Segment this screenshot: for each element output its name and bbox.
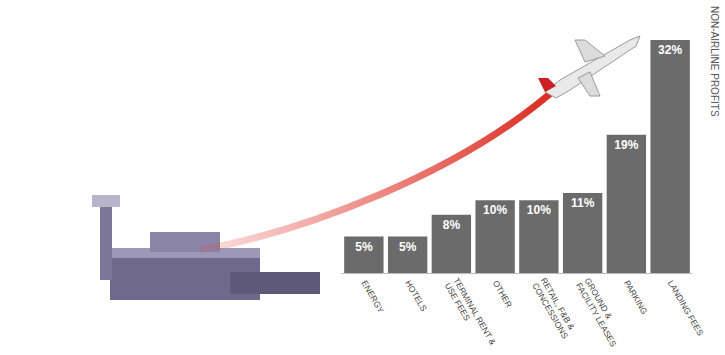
svg-text:32%: 32%	[658, 43, 682, 57]
svg-text:5%: 5%	[399, 240, 417, 254]
svg-text:19%: 19%	[614, 138, 638, 152]
svg-text:USE FEES: USE FEES	[443, 281, 473, 323]
svg-text:RETAIL, F&B &: RETAIL, F&B &	[538, 276, 577, 332]
svg-text:OTHER: OTHER	[491, 278, 515, 309]
svg-text:11%: 11%	[571, 196, 595, 210]
svg-text:HOTELS: HOTELS	[403, 278, 429, 313]
svg-text:LANDING FEES: LANDING FEES	[666, 278, 706, 337]
svg-text:CONCESSIONS: CONCESSIONS	[530, 281, 570, 341]
svg-text:8%: 8%	[443, 218, 461, 232]
svg-text:ENERGY: ENERGY	[360, 278, 387, 314]
svg-text:5%: 5%	[355, 240, 373, 254]
svg-text:10%: 10%	[483, 203, 507, 217]
svg-text:10%: 10%	[527, 203, 551, 217]
svg-text:PARKING: PARKING	[622, 278, 649, 316]
svg-text:FACILITY LEASES: FACILITY LEASES	[574, 281, 619, 349]
svg-text:GROUND &: GROUND &	[582, 276, 615, 321]
svg-text:NON-AIRLINE PROFITS: NON-AIRLINE PROFITS	[709, 6, 720, 117]
svg-text:TERMINAL RENT &: TERMINAL RENT &	[451, 276, 498, 347]
